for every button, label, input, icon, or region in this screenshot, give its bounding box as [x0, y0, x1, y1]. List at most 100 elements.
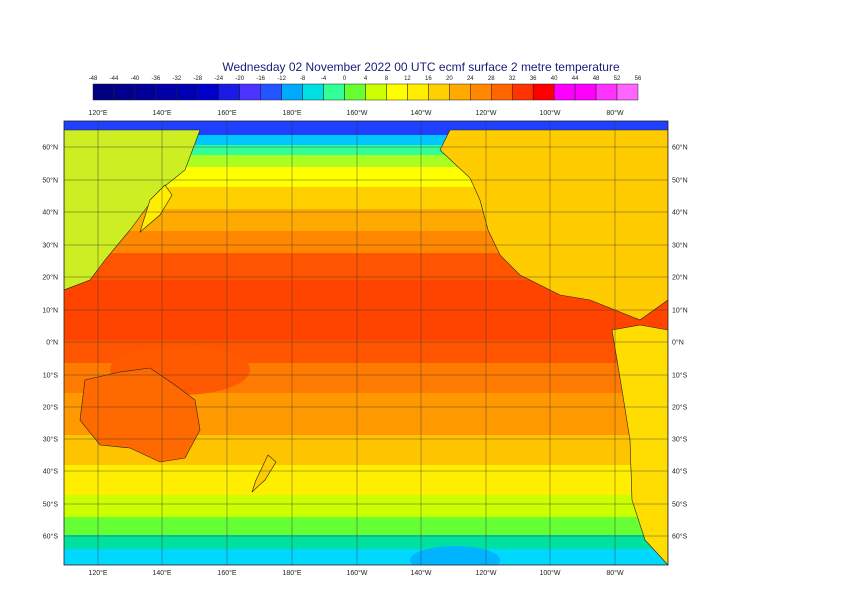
latitude-label: 0°N [672, 339, 684, 347]
longitude-label: 120°W [475, 109, 496, 117]
legend-label: -8 [300, 76, 306, 82]
legend-label: -20 [235, 76, 244, 82]
longitude-label: 160°W [346, 569, 367, 577]
legend-swatch [197, 83, 220, 101]
legend-swatch [511, 83, 534, 101]
latitude-label: 50°N [672, 177, 688, 185]
longitude-label: 80°W [606, 569, 624, 577]
latitude-label: 50°S [43, 501, 59, 509]
legend-swatch [113, 83, 136, 101]
latitude-label: 50°S [672, 501, 688, 509]
longitude-label: 120°E [88, 109, 107, 117]
legend-swatch [365, 83, 387, 101]
legend-label: -4 [321, 76, 327, 82]
latitude-label: 30°N [42, 242, 58, 250]
latitude-label: 20°N [42, 274, 58, 282]
legend-label: 16 [425, 76, 432, 82]
latitude-label: 10°N [42, 307, 58, 315]
legend-swatch [302, 83, 324, 101]
legend-swatch [616, 83, 639, 101]
longitude-label: 140°E [152, 569, 171, 577]
legend-swatch [260, 83, 282, 101]
longitude-label: 160°W [346, 109, 367, 117]
legend-swatch [491, 83, 513, 101]
legend-swatch [344, 83, 366, 101]
legend-label: -28 [193, 76, 202, 82]
latitude-label: 10°N [672, 307, 688, 315]
legend-label: -24 [214, 76, 223, 82]
color-legend [92, 83, 639, 101]
longitude-label: 180°E [282, 569, 301, 577]
longitude-label: 80°W [606, 109, 624, 117]
latitude-labels-right: 60°N 50°N 40°N 30°N 20°N 10°N 0°N 10°S 20°S 30°S 4… [672, 144, 688, 541]
legend-label: 24 [467, 76, 474, 82]
latitude-label: 20°S [43, 404, 59, 412]
longitude-label: 120°E [88, 569, 107, 577]
latitude-label: 20°S [672, 404, 688, 412]
latitude-label: 40°S [43, 468, 59, 476]
legend-label: 48 [593, 76, 600, 82]
legend-label: -48 [89, 76, 98, 82]
legend-swatch [218, 83, 240, 101]
latitude-label: 20°N [672, 274, 688, 282]
latitude-label: 10°S [43, 372, 59, 380]
legend-swatch [323, 83, 345, 101]
latitude-label: 60°S [43, 533, 59, 541]
legend-swatch [574, 83, 597, 101]
longitude-labels-bottom: 120°E 140°E 160°E 180°E 160°W 140°W 120°W 100°W… [88, 569, 624, 577]
legend-swatch [532, 83, 555, 101]
legend-swatch [92, 83, 115, 101]
legend-label: 12 [404, 76, 411, 82]
legend-label: -40 [131, 76, 140, 82]
longitude-label: 100°W [539, 569, 560, 577]
longitude-labels-top: 120°E 140°E 160°E 180°E 160°W 140°W 120°W 100°W… [88, 109, 624, 117]
longitude-label: 140°W [410, 109, 431, 117]
legend-label: 40 [551, 76, 558, 82]
legend-swatch [155, 83, 178, 101]
latitude-label: 50°N [42, 177, 58, 185]
legend-label: 8 [385, 76, 389, 82]
map-frame [63, 120, 669, 566]
legend-swatch [407, 83, 429, 101]
legend-labels: -48 -44 -40 -36 -32 -28 -24 -20 -16 -12 -8 -4 0 4 8 12 1… [89, 76, 642, 82]
legend-label: 36 [530, 76, 537, 82]
map-title: Wednesday 02 November 2022 00 UTC ecmf s… [222, 60, 620, 74]
legend-swatch [134, 83, 157, 101]
longitude-label: 140°E [152, 109, 171, 117]
temperature-field [64, 121, 668, 565]
latitude-label: 0°N [46, 339, 58, 347]
longitude-label: 180°E [282, 109, 301, 117]
longitude-label: 160°E [217, 109, 236, 117]
latitude-label: 30°S [43, 436, 59, 444]
longitude-label: 160°E [217, 569, 236, 577]
legend-swatch [553, 83, 576, 101]
legend-label: -12 [277, 76, 286, 82]
latitude-label: 10°S [672, 372, 688, 380]
legend-label: 0 [343, 76, 347, 82]
legend-label: 28 [488, 76, 495, 82]
legend-swatch [386, 83, 408, 101]
latitude-label: 40°N [42, 209, 58, 217]
graticule [64, 121, 668, 565]
latitude-label: 40°S [672, 468, 688, 476]
longitude-label: 120°W [475, 569, 496, 577]
latitude-label: 40°N [672, 209, 688, 217]
latitude-labels-left: 60°N 50°N 40°N 30°N 20°N 10°N 0°N 10°S 20°S 30°S 4… [42, 144, 58, 541]
latitude-label: 60°N [672, 144, 688, 152]
latitude-label: 60°S [672, 533, 688, 541]
legend-label: 4 [364, 76, 368, 82]
longitude-label: 140°W [410, 569, 431, 577]
legend-label: -32 [173, 76, 182, 82]
legend-label: 56 [635, 76, 642, 82]
legend-label: -16 [256, 76, 265, 82]
legend-label: 20 [446, 76, 453, 82]
latitude-label: 30°N [672, 242, 688, 250]
latitude-label: 30°S [672, 436, 688, 444]
legend-swatch [428, 83, 450, 101]
legend-swatch [449, 83, 471, 101]
legend-label: -36 [152, 76, 161, 82]
legend-swatch [239, 83, 261, 101]
legend-label: 32 [509, 76, 516, 82]
legend-swatch [176, 83, 199, 101]
